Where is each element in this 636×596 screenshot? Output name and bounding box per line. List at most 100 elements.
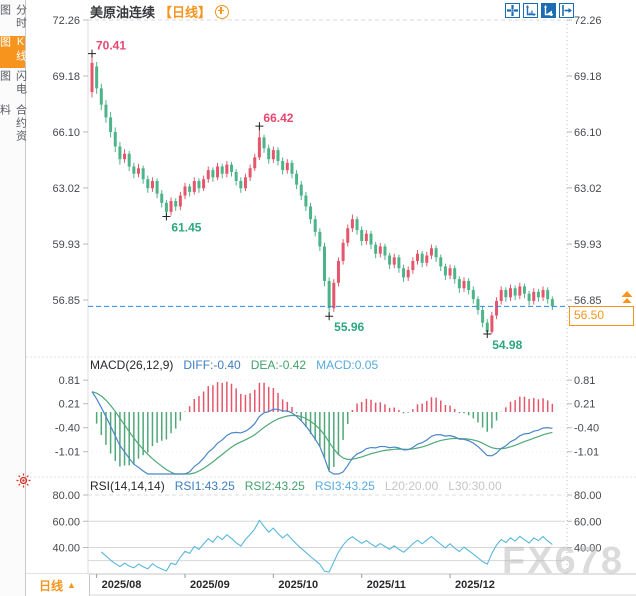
candle-body [295,173,299,185]
indicator-settings-icon[interactable] [16,473,31,488]
dea-line [91,391,553,475]
candle-body [150,181,154,189]
rsi-title: RSI(14,14,14) [90,479,165,493]
candle-body [127,153,131,167]
candle-body [90,62,94,92]
period-dropdown-button[interactable]: 日线 ▲ [26,574,90,596]
candle-body [290,162,294,174]
candle-body [271,150,275,160]
candle-body [146,179,150,189]
candle-body [499,290,503,301]
shift-right-icon[interactable] [559,3,574,18]
sidebar-item-timeshare[interactable]: 分时图 [0,4,27,30]
rsi-axis-label-right: 40.00 [574,543,602,555]
y-axis-label-left: 69.18 [52,71,80,83]
rsi3-value: RSI3:43.25 [314,479,375,493]
candle-body [476,299,480,311]
annotation-high-label: 66.42 [263,111,293,125]
sidebar-item-lightning[interactable]: 闪电图 [0,70,27,96]
y-axis-label-right: 63.02 [574,183,602,195]
annotation-high-label: 70.41 [96,39,126,53]
crosshair-icon[interactable] [505,3,520,18]
symbol-name: 美原油连续 [90,5,156,20]
candle-body [216,166,220,178]
candle-body [336,260,340,283]
candle-body [174,200,178,207]
candle-body [509,288,512,298]
rsi-line [100,519,553,573]
macd-axis-label-left: 0.21 [59,399,80,411]
candle-body [360,230,364,241]
candle-body [299,184,303,196]
candle-body [443,266,447,276]
price-marker-cross [483,330,492,339]
candle-body [225,164,229,174]
rsi-axis-label-left: 40.00 [52,543,80,555]
y-axis-label-right: 59.93 [574,239,602,251]
candle-body [113,131,117,147]
candle-body [309,206,313,220]
candle-body [453,268,457,280]
candle-body [513,288,517,296]
y-axis-label-right: 72.26 [574,15,602,27]
candle-body [243,177,247,189]
y-axis-label-left: 63.02 [52,183,80,195]
candle-body [304,195,308,207]
candle-body [220,166,224,174]
rsi-l30-value: L30:30.00 [448,479,502,493]
candle-body [141,168,145,180]
candle-body [416,253,419,261]
axis-scale-icon[interactable] [523,3,538,18]
candle-body [518,286,522,296]
period-button-label: 日线 [39,578,64,593]
candle-body [206,170,210,180]
candle-body [355,219,359,231]
candle-body [192,181,196,192]
candle-body [374,244,378,254]
x-axis-label: 2025/08 [102,579,142,591]
candle-body [248,168,252,178]
rsi-l20-value: L20:20.00 [384,479,439,493]
period-tag-label: 【日线】 [159,5,212,20]
candle-body [495,300,499,316]
candle-body [253,157,257,169]
macd-axis-label-right: 0.81 [574,375,595,387]
candle-body [383,246,387,256]
x-axis-label: 2025/09 [190,579,230,591]
candle-body [155,181,159,194]
rsi-axis-label-left: 80.00 [52,490,80,502]
candle-body [522,286,526,294]
rsi1-value: RSI1:43.25 [174,479,235,493]
candle-body [448,268,452,276]
diff-line [91,391,553,475]
candle-body [467,280,471,291]
macd-dea-value: DEA:-0.42 [250,358,307,372]
add-circle-icon[interactable] [215,4,230,19]
candle-body [318,231,322,247]
candle-body [411,260,415,271]
candle-body [420,253,424,263]
candle-body [439,257,443,267]
rsi-axis-label-right: 60.00 [574,516,602,528]
scroll-to-latest-icon[interactable] [620,291,634,310]
x-axis-label: 2025/12 [455,579,495,591]
candle-body [346,228,350,243]
candle-body [406,270,410,278]
macd-diff-value: DIFF:-0.40 [183,358,241,372]
candle-body [402,268,406,278]
sidebar-item-contract-info[interactable]: 合约资料 [0,104,27,143]
axis-scale-auto-icon[interactable] [541,3,556,18]
candle-body [118,146,122,160]
candle-body [104,104,108,118]
rsi-axis-label-left: 60.00 [52,516,80,528]
candle-body [550,299,554,307]
candle-body [169,200,173,212]
candle-body [95,66,99,89]
candle-body [425,255,429,263]
sidebar-item-kline[interactable]: K线图 [0,36,27,68]
candle-body [462,280,466,289]
candle-body [313,219,317,232]
candle-body [369,233,373,245]
rsi2-value: RSI2:43.25 [244,479,305,493]
